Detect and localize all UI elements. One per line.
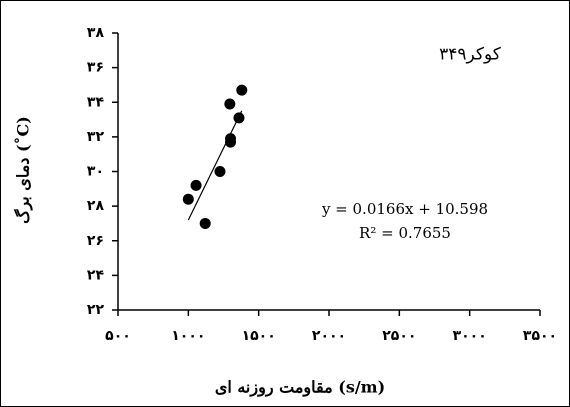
trendline <box>187 110 243 221</box>
point <box>190 179 202 191</box>
y-tick-label: ۳۲ <box>87 129 105 145</box>
annotation: R² = 0.7655 <box>359 224 451 242</box>
x-tick-label: ۲۰۰۰ <box>312 328 346 344</box>
y-axis-label: دمای برگ (˚C) <box>13 116 34 224</box>
y-tick-label: ۲۶ <box>87 233 104 249</box>
x-tick-label: ۵۰۰ <box>105 328 131 344</box>
x-tick-label: ۱۰۰۰ <box>171 328 205 344</box>
point <box>214 166 226 177</box>
point <box>199 217 211 229</box>
chart-title: کوکر۳۴۹ <box>439 45 502 65</box>
y-tick-label: ۳۸ <box>87 25 105 41</box>
y-tick-label: ۲۴ <box>87 267 105 283</box>
x-axis-label: مقاومت روزنه ای (s/m) <box>215 378 385 398</box>
y-tick-label: ۲۲ <box>87 302 105 318</box>
y-tick-label: ۳۶ <box>87 60 104 76</box>
x-tick-label: ۲۵۰۰ <box>382 328 416 344</box>
x-tick-label: ۱۵۰۰ <box>242 328 276 344</box>
x-tick-label: ۳۵۰۰ <box>523 328 557 344</box>
y-tick-label: ۲۸ <box>87 198 105 214</box>
point <box>224 98 236 110</box>
y-tick-label: ۳۴ <box>87 94 105 110</box>
point <box>233 112 245 124</box>
point <box>182 193 194 205</box>
y-tick-label: ۳۰ <box>87 164 104 180</box>
x-tick-label: ۳۰۰۰ <box>453 328 487 344</box>
annotation: y = 0.0166x + 10.598 <box>321 200 488 218</box>
point <box>225 133 237 145</box>
point <box>236 84 248 96</box>
